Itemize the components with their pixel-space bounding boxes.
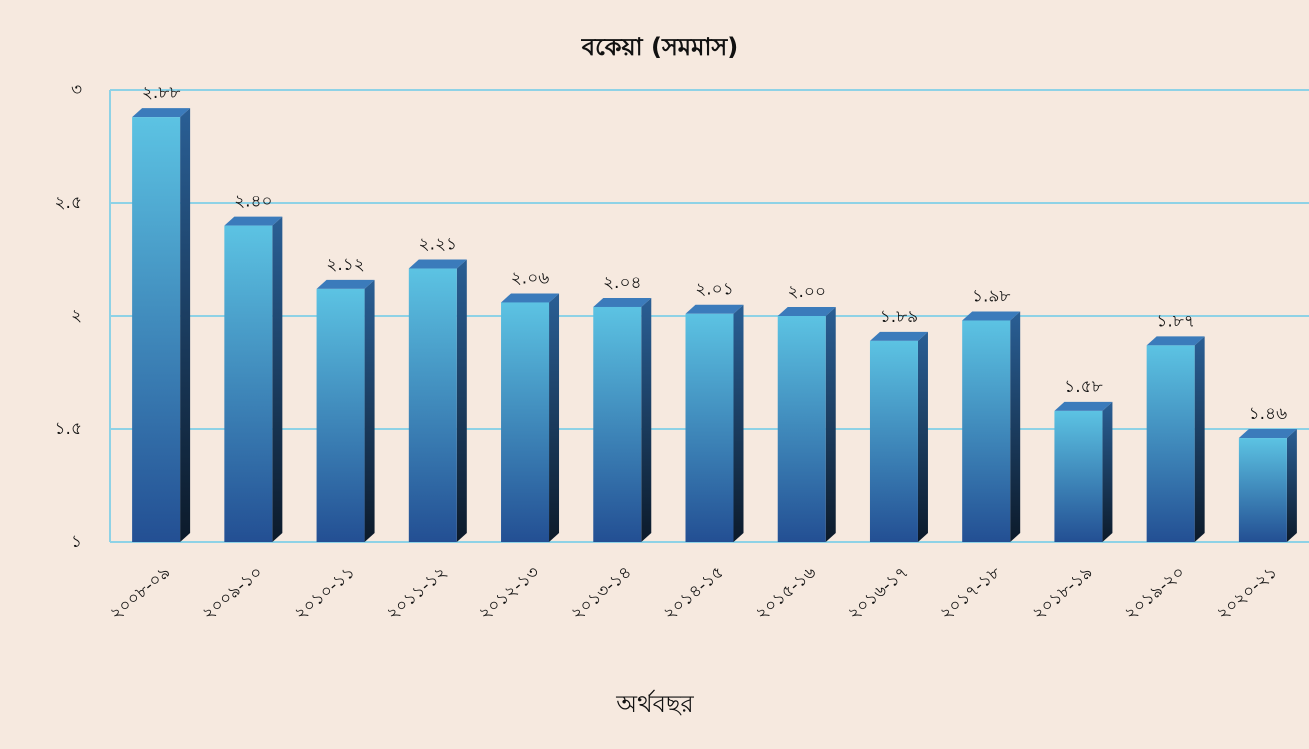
x-tick-label: ২০২০-২১ xyxy=(1213,562,1281,624)
bar xyxy=(132,117,181,543)
x-tick-label: ২০১৬-১৭ xyxy=(844,562,912,624)
y-tick-label: ২ xyxy=(71,306,82,326)
data-label: ২.০৬ xyxy=(511,268,550,288)
data-label: ১.৮৯ xyxy=(880,307,919,327)
bar-top xyxy=(224,216,283,226)
x-tick-label: ২০১৮-১৯ xyxy=(1029,562,1097,624)
bar-side xyxy=(272,216,283,542)
bar xyxy=(685,313,734,542)
bar-top xyxy=(1146,336,1205,346)
bar xyxy=(1238,438,1287,542)
bar-top xyxy=(408,259,467,269)
bar xyxy=(777,316,826,542)
data-label: ১.৪৬ xyxy=(1249,404,1288,424)
bar xyxy=(501,302,550,542)
y-tick-label: ৩ xyxy=(71,80,82,100)
bar xyxy=(1146,345,1195,542)
data-label: ২.০০ xyxy=(787,282,826,302)
bar-top xyxy=(777,307,836,316)
bar xyxy=(1054,410,1103,542)
bar-side xyxy=(1286,429,1297,542)
bar-side xyxy=(1102,401,1113,542)
bar-top xyxy=(685,304,744,314)
data-label: ২.২১ xyxy=(419,235,458,255)
data-label: ২.১২ xyxy=(326,255,365,275)
x-tick-label: ২০১৯-২০ xyxy=(1121,562,1189,624)
x-tick-label: ২০১২-১৩ xyxy=(475,562,543,624)
data-label: ২.৪০ xyxy=(234,192,273,212)
y-tick-label: ২.৫ xyxy=(55,193,83,213)
bar-top xyxy=(1238,429,1297,439)
chart-title: বকেয়া (সমমাস) xyxy=(581,33,739,61)
bar-side xyxy=(1010,311,1021,542)
bar xyxy=(224,225,273,542)
bar-side xyxy=(549,293,560,542)
bar-side xyxy=(364,279,375,542)
bar xyxy=(316,288,365,542)
bar-top xyxy=(316,279,375,289)
bar xyxy=(593,306,642,542)
data-label: ১.৫৮ xyxy=(1064,377,1103,397)
bar-side xyxy=(733,304,744,542)
data-label: ১.৯৮ xyxy=(972,287,1011,307)
bar xyxy=(869,340,918,542)
x-tick-label: ২০১৪-১৫ xyxy=(660,562,728,624)
bar-top xyxy=(962,311,1021,321)
x-tick-label: ২০০৯-১০ xyxy=(198,562,266,624)
bar-top xyxy=(1054,401,1113,411)
bar-side xyxy=(456,259,467,542)
data-label: ২.০৪ xyxy=(603,273,642,293)
x-axis-title: অর্থবছর xyxy=(615,689,694,718)
x-tick-label: ২০০৮-০৯ xyxy=(106,562,174,624)
data-label: ২.৮৮ xyxy=(142,83,181,103)
bar-top xyxy=(593,297,652,307)
data-label: ১.৮৭ xyxy=(1156,311,1195,331)
x-tick-label: ২০১৩-১৪ xyxy=(567,562,635,624)
bar-side xyxy=(1194,336,1205,542)
bar-side xyxy=(917,331,928,542)
bar-top xyxy=(869,331,928,341)
bar-side xyxy=(825,307,836,542)
x-tick-label: ২০১৭-১৮ xyxy=(936,562,1004,624)
bar xyxy=(962,320,1011,542)
x-tick-label: ২০১০-১১ xyxy=(291,562,359,624)
x-tick-label: ২০১১-১২ xyxy=(383,562,451,624)
x-tick-label: ২০১৫-১৬ xyxy=(752,562,820,624)
bar xyxy=(408,268,457,542)
bar-side xyxy=(641,297,652,542)
data-label: ২.০১ xyxy=(695,280,734,300)
bar-top xyxy=(132,108,191,118)
bar-side xyxy=(180,108,191,543)
bar-top xyxy=(501,293,560,303)
y-tick-label: ১.৫ xyxy=(55,419,82,439)
y-tick-label: ১ xyxy=(71,532,82,552)
